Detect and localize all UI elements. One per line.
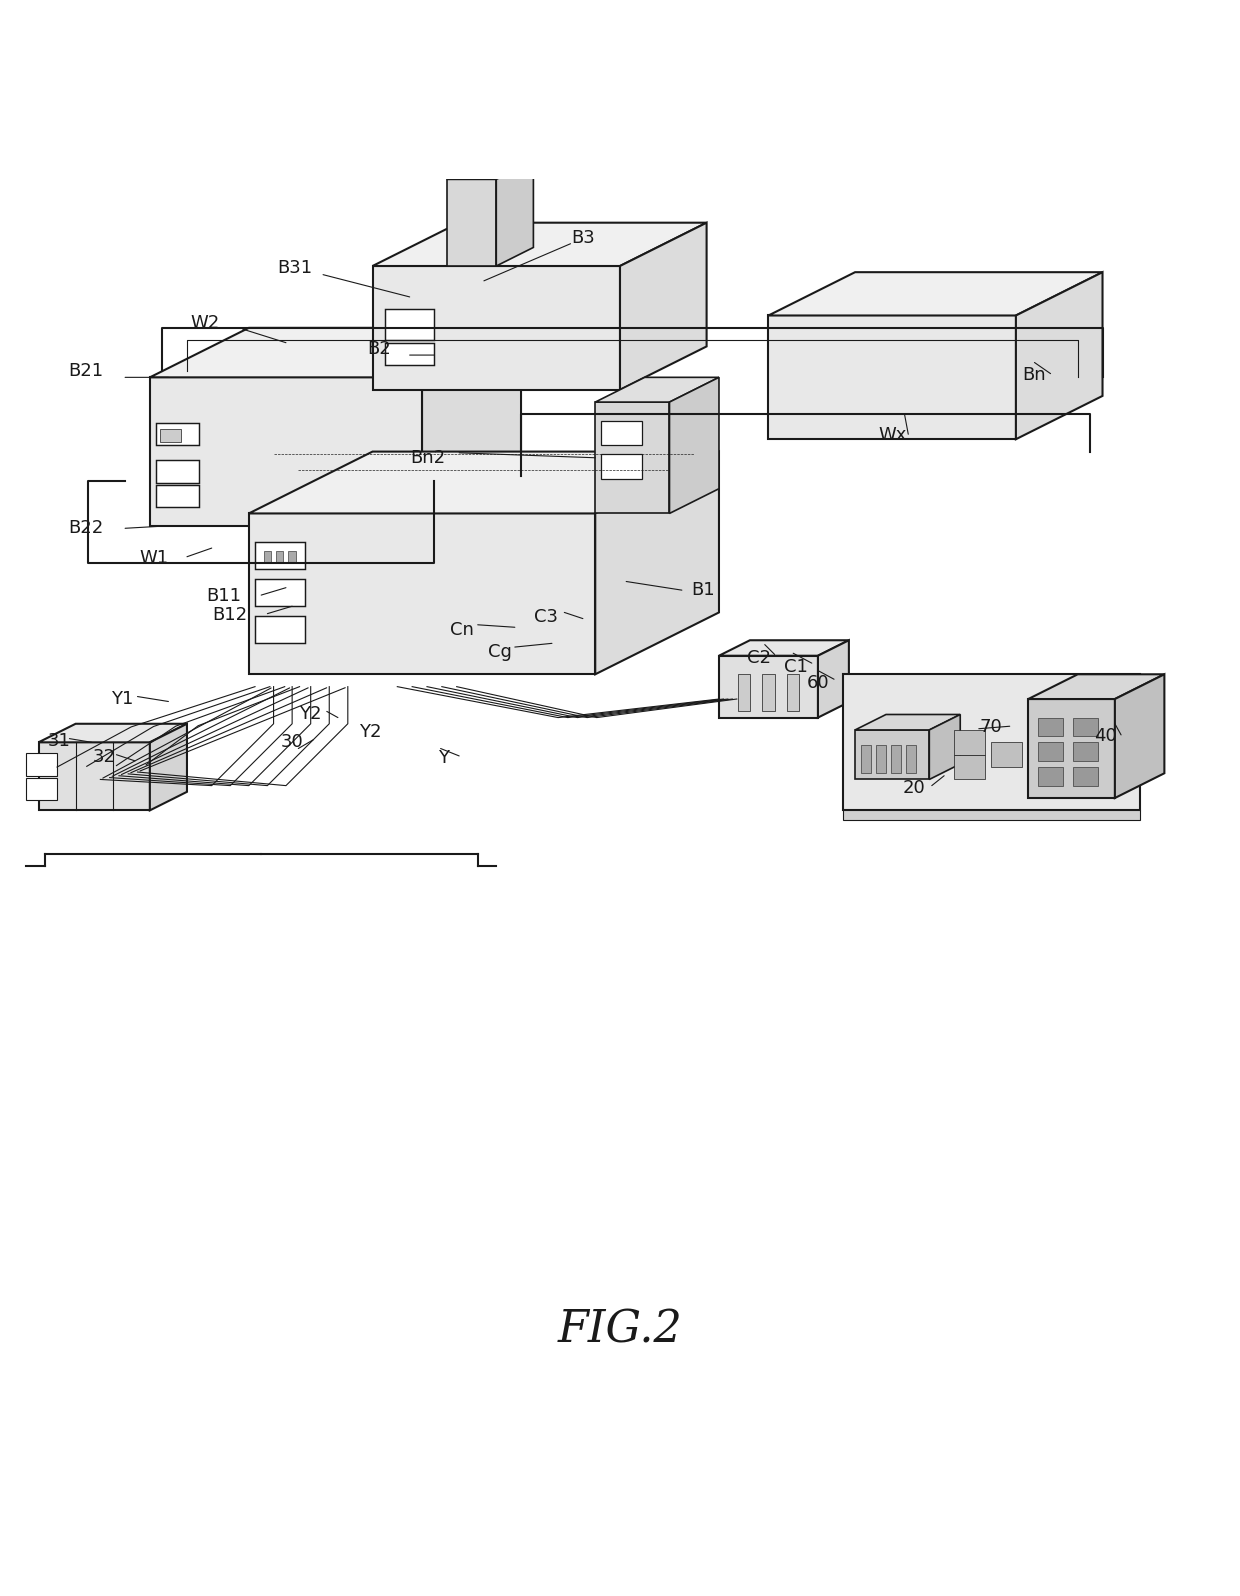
Polygon shape: [1038, 768, 1063, 785]
Text: B1: B1: [691, 581, 714, 598]
Polygon shape: [384, 310, 434, 340]
Polygon shape: [150, 723, 187, 811]
Polygon shape: [1073, 742, 1097, 761]
Polygon shape: [150, 377, 422, 525]
Text: Cg: Cg: [489, 643, 512, 661]
Text: Bn: Bn: [1023, 365, 1047, 385]
Text: Cn: Cn: [450, 621, 474, 638]
Polygon shape: [26, 779, 57, 801]
Text: FIG.2: FIG.2: [558, 1309, 682, 1352]
Polygon shape: [255, 543, 305, 570]
Polygon shape: [1073, 768, 1097, 785]
Text: Bn2: Bn2: [410, 448, 446, 466]
Polygon shape: [905, 745, 915, 772]
Text: 32: 32: [93, 749, 115, 766]
Text: 70: 70: [980, 718, 1003, 736]
Polygon shape: [763, 674, 775, 712]
Polygon shape: [843, 811, 1140, 820]
Polygon shape: [787, 674, 800, 712]
Text: Y2: Y2: [299, 705, 322, 723]
Polygon shape: [1038, 718, 1063, 736]
Polygon shape: [496, 161, 533, 267]
Polygon shape: [255, 579, 305, 606]
Polygon shape: [1115, 674, 1164, 798]
Text: 60: 60: [807, 674, 830, 693]
Text: B22: B22: [68, 519, 103, 538]
Polygon shape: [670, 377, 719, 514]
Text: Y1: Y1: [112, 689, 134, 709]
Polygon shape: [156, 485, 200, 508]
Polygon shape: [595, 402, 670, 514]
Polygon shape: [719, 640, 849, 656]
Polygon shape: [255, 616, 305, 643]
Text: 30: 30: [280, 733, 304, 752]
Polygon shape: [38, 742, 150, 811]
Polygon shape: [601, 421, 642, 445]
Text: Y: Y: [438, 750, 449, 768]
Text: B3: B3: [570, 228, 595, 246]
Text: W1: W1: [139, 549, 169, 567]
Polygon shape: [769, 273, 1102, 316]
Text: 31: 31: [48, 733, 71, 750]
Polygon shape: [1073, 718, 1097, 736]
Text: C2: C2: [746, 650, 770, 667]
Polygon shape: [249, 514, 595, 674]
Polygon shape: [738, 674, 750, 712]
Polygon shape: [264, 551, 272, 563]
Text: B11: B11: [207, 587, 242, 605]
Polygon shape: [249, 452, 719, 514]
Polygon shape: [1028, 674, 1164, 699]
Polygon shape: [929, 715, 960, 779]
Polygon shape: [26, 753, 57, 776]
Text: C3: C3: [533, 608, 558, 626]
Polygon shape: [1016, 273, 1102, 439]
Text: B21: B21: [68, 362, 103, 380]
Polygon shape: [769, 316, 1016, 439]
Polygon shape: [620, 223, 707, 389]
Text: Y2: Y2: [358, 723, 382, 742]
Polygon shape: [954, 755, 985, 779]
Polygon shape: [818, 640, 849, 718]
Polygon shape: [156, 423, 200, 445]
Polygon shape: [1038, 742, 1063, 761]
Polygon shape: [372, 267, 620, 389]
Text: B31: B31: [277, 260, 312, 278]
Text: Wx: Wx: [878, 426, 906, 445]
Polygon shape: [719, 656, 818, 718]
Polygon shape: [595, 452, 719, 674]
Polygon shape: [843, 674, 1140, 811]
Polygon shape: [446, 161, 533, 179]
Polygon shape: [862, 745, 872, 772]
Polygon shape: [277, 551, 284, 563]
Polygon shape: [160, 429, 181, 442]
Polygon shape: [422, 327, 521, 525]
Polygon shape: [446, 179, 496, 267]
Text: B2: B2: [367, 340, 391, 358]
Polygon shape: [856, 715, 960, 729]
Polygon shape: [991, 742, 1022, 768]
Polygon shape: [156, 460, 200, 482]
Polygon shape: [1028, 699, 1115, 798]
Polygon shape: [372, 223, 707, 267]
Polygon shape: [150, 327, 521, 377]
Polygon shape: [601, 453, 642, 479]
Text: W2: W2: [191, 314, 221, 332]
Polygon shape: [38, 723, 187, 742]
Polygon shape: [877, 745, 887, 772]
Polygon shape: [892, 745, 900, 772]
Polygon shape: [954, 729, 985, 755]
Text: 40: 40: [1094, 728, 1116, 745]
Text: B12: B12: [213, 606, 248, 624]
Text: C1: C1: [784, 658, 807, 675]
Polygon shape: [595, 377, 719, 402]
Polygon shape: [856, 729, 929, 779]
Polygon shape: [289, 551, 296, 563]
Polygon shape: [384, 343, 434, 365]
Text: 20: 20: [903, 779, 926, 796]
